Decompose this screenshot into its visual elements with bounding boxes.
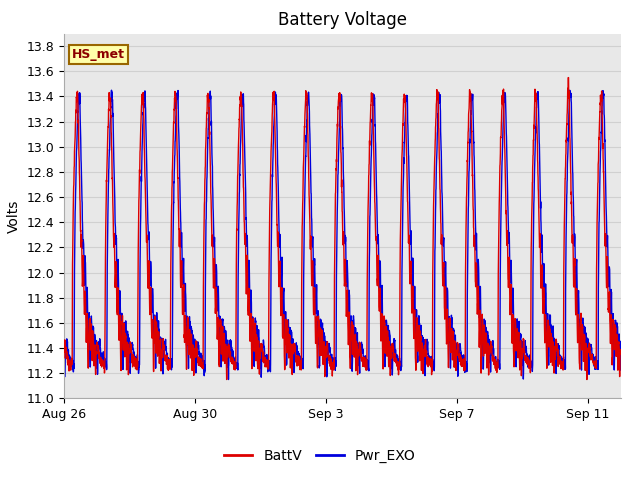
Pwr_EXO: [391, 337, 399, 343]
BattV: [617, 350, 625, 356]
Pwr_EXO: [582, 338, 590, 344]
Y-axis label: Volts: Volts: [7, 199, 21, 233]
Pwr_EXO: [556, 356, 564, 362]
Pwr_EXO: [225, 377, 232, 383]
BattV: [441, 302, 449, 308]
Pwr_EXO: [349, 328, 357, 334]
BattV: [60, 355, 68, 360]
Legend: BattV, Pwr_EXO: BattV, Pwr_EXO: [219, 443, 421, 468]
Text: HS_met: HS_met: [72, 48, 125, 61]
BattV: [556, 358, 564, 364]
BattV: [391, 352, 399, 358]
BattV: [564, 75, 572, 81]
Title: Battery Voltage: Battery Voltage: [278, 11, 407, 29]
Pwr_EXO: [441, 273, 449, 278]
Pwr_EXO: [522, 347, 529, 352]
Pwr_EXO: [108, 87, 115, 93]
Pwr_EXO: [60, 346, 68, 351]
Pwr_EXO: [617, 339, 625, 345]
BattV: [522, 355, 529, 361]
BattV: [349, 330, 356, 336]
Line: Pwr_EXO: Pwr_EXO: [64, 90, 621, 380]
Line: BattV: BattV: [64, 78, 621, 380]
BattV: [582, 345, 590, 351]
BattV: [223, 377, 230, 383]
